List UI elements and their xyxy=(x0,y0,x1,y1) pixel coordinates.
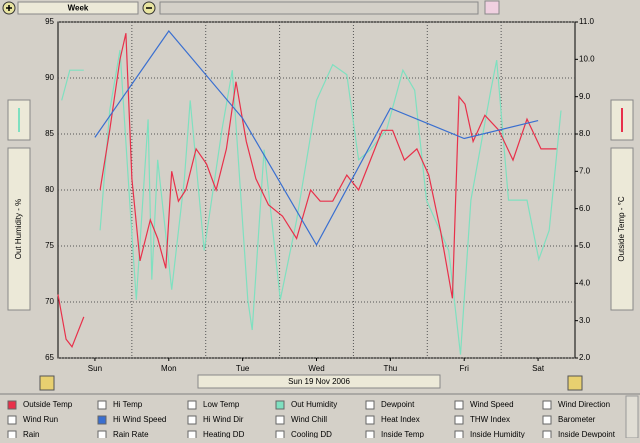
range-bar[interactable] xyxy=(159,1,479,15)
checkbox-label: Low Temp xyxy=(203,400,240,409)
date-label: Sun 19 Nov 2006 xyxy=(288,377,350,386)
checkbox[interactable] xyxy=(97,415,107,425)
y2-tick-label: 2.0 xyxy=(579,353,591,362)
checkbox[interactable] xyxy=(7,415,17,425)
eraser-button[interactable] xyxy=(484,0,500,15)
checkbox[interactable] xyxy=(454,415,464,425)
right-axis-box[interactable] xyxy=(610,147,634,311)
checkbox[interactable] xyxy=(454,400,464,410)
checkbox-label: Cooling DD xyxy=(291,430,332,438)
checkbox[interactable] xyxy=(187,400,197,410)
y2-tick-label: 6.0 xyxy=(579,204,591,213)
checkbox[interactable] xyxy=(7,430,17,440)
checkbox[interactable] xyxy=(275,430,285,440)
x-tick-label: Mon xyxy=(161,364,177,373)
checkbox[interactable] xyxy=(365,415,375,425)
checkbox-label: Heating DD xyxy=(203,430,245,438)
checkbox-label: Wind Run xyxy=(23,415,58,424)
y-tick-label: 95 xyxy=(45,17,54,26)
y2-tick-label: 7.0 xyxy=(579,166,591,175)
y2-tick-label: 5.0 xyxy=(579,241,591,250)
checkbox-label: Inside Humidity xyxy=(470,430,525,438)
checkbox[interactable] xyxy=(454,430,464,440)
checkbox-label: Wind Direction xyxy=(558,400,610,409)
x-tick-label: Fri xyxy=(460,364,470,373)
y-tick-label: 65 xyxy=(45,353,54,362)
series-line xyxy=(57,33,557,348)
checkbox[interactable] xyxy=(187,430,197,440)
scrollbar[interactable] xyxy=(625,395,639,439)
x-tick-label: Thu xyxy=(383,364,397,373)
checkbox-label: Hi Wind Dir xyxy=(203,415,244,424)
series-line xyxy=(61,49,562,355)
y-tick-label: 80 xyxy=(45,185,54,194)
checkbox-label: Inside Dewpoint xyxy=(558,430,616,438)
checkbox-label: Heat Index xyxy=(381,415,420,424)
y2-tick-label: 11.0 xyxy=(579,17,595,26)
checkbox[interactable] xyxy=(275,400,285,410)
date-bar[interactable] xyxy=(197,374,441,389)
y-tick-label: 70 xyxy=(45,297,54,306)
y2-tick-label: 4.0 xyxy=(579,278,591,287)
y2-tick-label: 10.0 xyxy=(579,54,595,63)
series-line xyxy=(94,30,539,247)
left-axis-title: Out Humidity - % xyxy=(14,199,23,259)
checkbox-label: Rain Rate xyxy=(113,430,149,438)
checkbox[interactable] xyxy=(542,430,552,440)
checkbox-label: THW Index xyxy=(470,415,510,424)
y2-tick-label: 9.0 xyxy=(579,92,591,101)
x-tick-label: Tue xyxy=(236,364,250,373)
checkbox[interactable] xyxy=(542,400,552,410)
checkbox-label: Dewpoint xyxy=(381,400,415,409)
checkbox[interactable] xyxy=(365,400,375,410)
checkbox[interactable] xyxy=(7,400,17,410)
right-axis-title: Outside Temp - °C xyxy=(617,196,626,262)
checkbox-label: Out Humidity xyxy=(291,400,337,409)
left-axis-box[interactable] xyxy=(7,147,31,311)
checkbox[interactable] xyxy=(187,415,197,425)
y-tick-label: 85 xyxy=(45,129,54,138)
checkbox-label: Barometer xyxy=(558,415,596,424)
x-tick-label: Sat xyxy=(532,364,545,373)
checkbox-label: Wind Speed xyxy=(470,400,514,409)
checkbox-label: Rain xyxy=(23,430,39,438)
plus-icon xyxy=(6,5,12,11)
checkbox-label: Hi Wind Speed xyxy=(113,415,166,424)
checkbox-label: Outside Temp xyxy=(23,400,73,409)
period-label: Week xyxy=(68,4,89,13)
checkbox[interactable] xyxy=(275,415,285,425)
x-tick-label: Wed xyxy=(308,364,324,373)
y2-tick-label: 3.0 xyxy=(579,316,591,325)
checkbox[interactable] xyxy=(97,430,107,440)
x-tick-label: Sun xyxy=(88,364,102,373)
lock-left[interactable] xyxy=(39,375,55,391)
checkbox-label: Wind Chill xyxy=(291,415,327,424)
period-selector[interactable] xyxy=(17,1,139,15)
checkbox[interactable] xyxy=(365,430,375,440)
y2-tick-label: 8.0 xyxy=(579,129,591,138)
y-tick-label: 75 xyxy=(45,241,54,250)
checkbox[interactable] xyxy=(97,400,107,410)
checkbox-label: Hi Temp xyxy=(113,400,143,409)
lock-right[interactable] xyxy=(567,375,583,391)
checkbox-label: Inside Temp xyxy=(381,430,425,438)
y-tick-label: 90 xyxy=(45,73,54,82)
checkbox[interactable] xyxy=(542,415,552,425)
